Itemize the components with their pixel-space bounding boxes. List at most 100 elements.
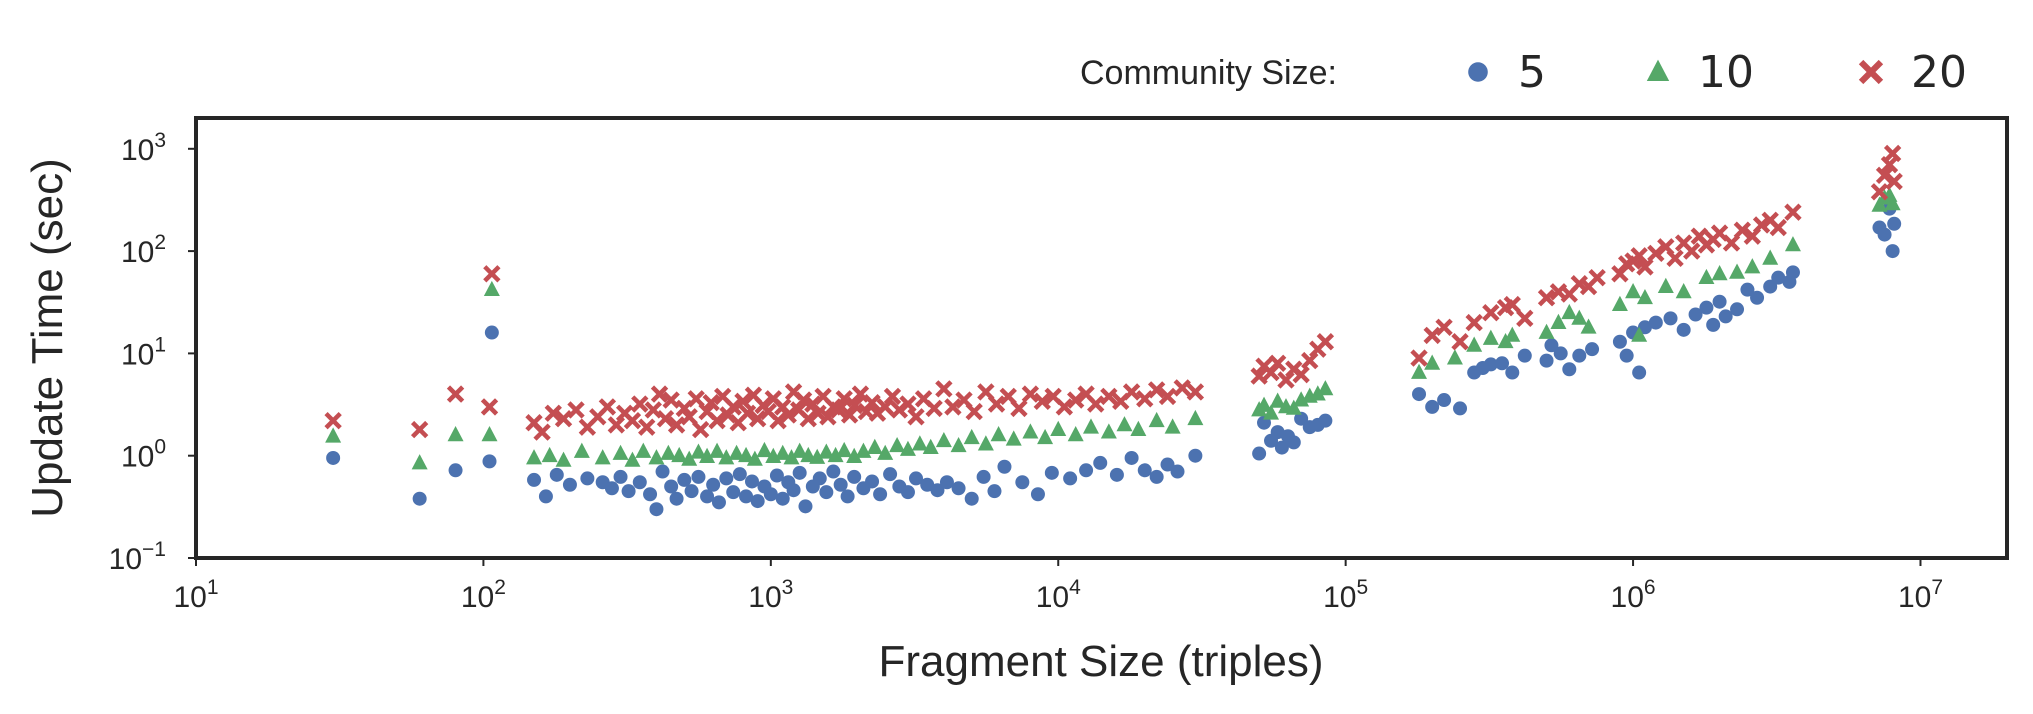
data-point-5 (739, 489, 754, 504)
data-point-5 (763, 487, 778, 502)
data-point-10 (827, 446, 844, 463)
data-point-20 (623, 411, 642, 430)
data-point-10 (774, 444, 791, 460)
data-point-10 (836, 441, 853, 458)
data-point-5 (700, 489, 715, 504)
y-tick-label: 10−1 (109, 538, 166, 576)
data-point-10 (709, 442, 726, 458)
data-point-10 (818, 443, 835, 459)
data-point-20 (554, 410, 573, 428)
data-point-5 (1750, 290, 1765, 305)
data-point-20 (644, 401, 662, 419)
data-point-20 (1870, 183, 1889, 201)
data-point-5 (649, 502, 664, 517)
data-point-5 (726, 485, 741, 500)
data-point-20 (1733, 221, 1752, 239)
data-point-5 (1412, 387, 1427, 402)
data-point-5 (1572, 348, 1587, 363)
data-point-10 (1711, 264, 1728, 281)
data-point-20 (987, 395, 1006, 413)
data-point-5 (775, 491, 790, 506)
data-point-10 (624, 451, 641, 467)
data-point-5 (1149, 469, 1164, 484)
data-point-10 (1744, 258, 1761, 274)
data-point-5 (1294, 411, 1309, 426)
data-point-5 (1676, 322, 1691, 337)
data-point-5 (920, 477, 935, 492)
data-point-20 (1503, 295, 1521, 314)
data-point-5 (1637, 320, 1652, 335)
data-point-10 (1164, 418, 1181, 434)
data-point-10 (411, 454, 428, 470)
data-point-5 (769, 468, 784, 483)
data-point-10 (950, 436, 967, 453)
data-point-10 (1504, 326, 1521, 342)
data-point-5 (1286, 435, 1301, 450)
legend: Community Size: 5 10 20 (1080, 47, 1967, 98)
data-point-20 (483, 265, 501, 283)
legend-marker-5 (1468, 62, 1488, 82)
series-5 (326, 201, 1902, 517)
data-point-10 (877, 444, 894, 460)
data-point-5 (482, 454, 497, 469)
data-point-20 (724, 398, 742, 416)
data-point-10 (1309, 385, 1326, 401)
data-point-20 (1636, 258, 1654, 276)
data-point-5 (326, 450, 341, 465)
y-axis-title: Update Time (sec) (23, 158, 72, 517)
data-point-10 (1411, 363, 1428, 379)
data-point-5 (1170, 464, 1185, 479)
data-point-20 (1752, 216, 1771, 234)
data-point-5 (562, 477, 577, 492)
data-point-5 (1015, 475, 1030, 490)
series-10 (325, 186, 1901, 470)
data-point-5 (684, 484, 699, 499)
data-point-10 (1657, 277, 1674, 293)
data-point-20 (656, 410, 675, 428)
data-point-20 (1710, 224, 1729, 242)
data-point-10 (977, 435, 994, 451)
data-point-20 (1292, 365, 1310, 384)
data-point-20 (1647, 244, 1665, 263)
data-point-20 (1880, 155, 1899, 174)
data-point-10 (1784, 236, 1801, 252)
data-point-10 (1538, 323, 1555, 339)
data-point-10 (756, 441, 773, 458)
data-point-5 (613, 469, 628, 484)
data-point-5 (1063, 471, 1078, 486)
data-point-10 (791, 442, 808, 458)
data-point-10 (1148, 411, 1165, 428)
data-point-10 (1550, 313, 1567, 330)
data-point-20 (769, 411, 787, 430)
data-point-5 (1699, 300, 1714, 315)
data-point-5 (900, 485, 915, 500)
x-tick-label: 107 (1898, 576, 1943, 614)
data-point-5 (643, 487, 658, 502)
data-point-20 (1268, 354, 1287, 372)
data-point-5 (677, 472, 692, 487)
data-point-20 (667, 416, 686, 434)
data-point-10 (1631, 326, 1648, 342)
plot-frame (194, 116, 2009, 560)
data-point-20 (480, 398, 499, 416)
data-point-5 (1612, 334, 1627, 349)
data-point-20 (567, 401, 585, 419)
data-point-10 (447, 426, 464, 442)
data-point-20 (1147, 381, 1166, 399)
data-point-5 (976, 469, 991, 484)
legend-items: 5 10 20 (1468, 47, 1967, 98)
data-point-5 (711, 495, 726, 510)
data-point-5 (1483, 357, 1498, 372)
y-tick-label: 102 (121, 231, 166, 269)
data-point-5 (798, 499, 813, 514)
data-point-5 (1188, 448, 1203, 463)
data-point-20 (1722, 234, 1741, 252)
data-point-20 (1122, 383, 1141, 401)
data-point-5 (833, 477, 848, 492)
data-point-10 (1446, 349, 1463, 365)
data-point-10 (594, 449, 611, 465)
data-point-20 (819, 408, 837, 426)
data-point-5 (750, 494, 765, 509)
data-point-5 (691, 469, 706, 484)
